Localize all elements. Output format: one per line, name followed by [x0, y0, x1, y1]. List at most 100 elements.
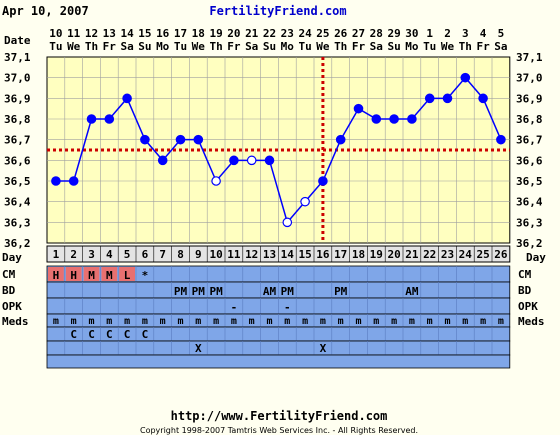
temperature-point — [478, 93, 488, 104]
date-number: 26 — [334, 27, 348, 40]
temperature-point-open — [211, 176, 221, 186]
day-row-label-right: Day — [526, 251, 546, 264]
day-number: 2 — [70, 248, 77, 261]
cell-bd: PM — [174, 285, 188, 298]
cell-meds: m — [106, 316, 112, 327]
day-number: 14 — [281, 248, 295, 261]
cell-meds: m — [195, 316, 201, 327]
cell-bd: PM — [209, 285, 223, 298]
weekday-label: Su — [263, 40, 276, 53]
day-number: 20 — [387, 248, 400, 261]
date-number: 15 — [138, 27, 151, 40]
day-number: 5 — [124, 248, 131, 261]
day-number: 18 — [352, 248, 365, 261]
temperature-point — [335, 134, 346, 145]
date-number: 12 — [85, 27, 98, 40]
cell-cm: M — [88, 269, 95, 282]
opk-row-label-right: OPK — [518, 300, 538, 313]
temperature-point — [424, 93, 435, 104]
y-tick-label-left: 37,0 — [4, 72, 31, 85]
day-number: 11 — [227, 248, 241, 261]
day-row-label: Day — [2, 251, 22, 264]
cell-meds: m — [355, 316, 361, 327]
temperature-point — [318, 176, 328, 186]
date-number: 10 — [49, 27, 62, 40]
temperature-point — [442, 93, 453, 104]
y-tick-label-right: 36,9 — [516, 92, 543, 105]
cell-med2: C — [70, 328, 77, 341]
date-number: 5 — [498, 27, 505, 40]
weekday-label: Fr — [227, 40, 241, 53]
y-tick-label-right: 36,5 — [516, 175, 543, 188]
day-number: 23 — [441, 248, 454, 261]
weekday-label: Fr — [352, 40, 366, 53]
cell-meds: m — [373, 316, 379, 327]
y-tick-label-left: 36,5 — [4, 175, 31, 188]
date-number: 21 — [245, 27, 259, 40]
day-number: 8 — [177, 248, 184, 261]
date-number: 13 — [103, 27, 116, 40]
y-tick-label-right: 36,2 — [516, 237, 543, 250]
date-number: 23 — [281, 27, 294, 40]
y-tick-label-right: 36,4 — [516, 196, 543, 209]
y-tick-label-right: 36,6 — [516, 154, 543, 167]
weekday-label: Tu — [174, 40, 187, 53]
weekday-label: Mo — [405, 40, 419, 53]
date-number: 11 — [67, 27, 81, 40]
date-number: 18 — [192, 27, 205, 40]
weekday-label: Th — [459, 40, 472, 53]
date-row-label: Date — [4, 34, 31, 47]
cell-cm: L — [124, 269, 131, 282]
day-number: 10 — [209, 248, 222, 261]
temperature-point — [389, 114, 399, 124]
bd-row-label: BD — [2, 284, 16, 297]
cm-cell-highlight — [65, 267, 82, 281]
cell-bd: PM — [281, 285, 295, 298]
cm-cell-highlight — [48, 267, 64, 281]
day-number: 4 — [106, 248, 113, 261]
date-number: 27 — [352, 27, 365, 40]
date-number: 20 — [227, 27, 240, 40]
cell-meds: m — [427, 316, 433, 327]
date-number: 3 — [462, 27, 469, 40]
date-number: 2 — [444, 27, 451, 40]
footer-url: http://www.FertilityFriend.com — [171, 409, 388, 423]
weekday-label: Th — [334, 40, 347, 53]
date-number: 4 — [480, 27, 487, 40]
date-number: 30 — [405, 27, 418, 40]
site-name: FertilityFriend.com — [209, 4, 346, 18]
cm-cell-highlight — [119, 267, 135, 281]
day-number: 7 — [159, 248, 166, 261]
cell-med2: C — [106, 328, 113, 341]
cell-meds: m — [391, 316, 397, 327]
cell-med2: C — [88, 328, 95, 341]
y-tick-label-left: 36,6 — [4, 154, 31, 167]
bd-row-label-right: BD — [518, 284, 532, 297]
cell-opk: - — [284, 301, 291, 314]
weekday-label: Mo — [281, 40, 295, 53]
temperature-point — [104, 114, 115, 124]
meds-row-label: Meds — [2, 315, 29, 328]
cell-cm: M — [106, 269, 113, 282]
weekday-label: We — [316, 40, 330, 53]
temperature-point — [229, 155, 239, 166]
day-number: 25 — [476, 248, 489, 261]
cell-cm: H — [53, 269, 60, 282]
y-tick-label-right: 37,0 — [516, 72, 543, 85]
date-number: 24 — [298, 27, 312, 40]
temperature-point — [175, 134, 186, 145]
cell-meds: m — [284, 316, 290, 327]
temperature-point — [51, 176, 61, 186]
y-tick-label-left: 36,8 — [4, 113, 31, 126]
day-number: 15 — [298, 248, 311, 261]
footer-copyright: Copyright 1998-2007 Tamtris Web Services… — [140, 426, 418, 435]
weekday-label: Sa — [370, 40, 383, 53]
cell-bd: AM — [263, 285, 277, 298]
temperature-point — [86, 114, 97, 124]
y-tick-label-right: 36,7 — [516, 134, 543, 147]
day-number: 3 — [88, 248, 95, 261]
day-number: 13 — [263, 248, 276, 261]
row-bottom-band — [46, 354, 511, 369]
day-number: 26 — [494, 248, 508, 261]
